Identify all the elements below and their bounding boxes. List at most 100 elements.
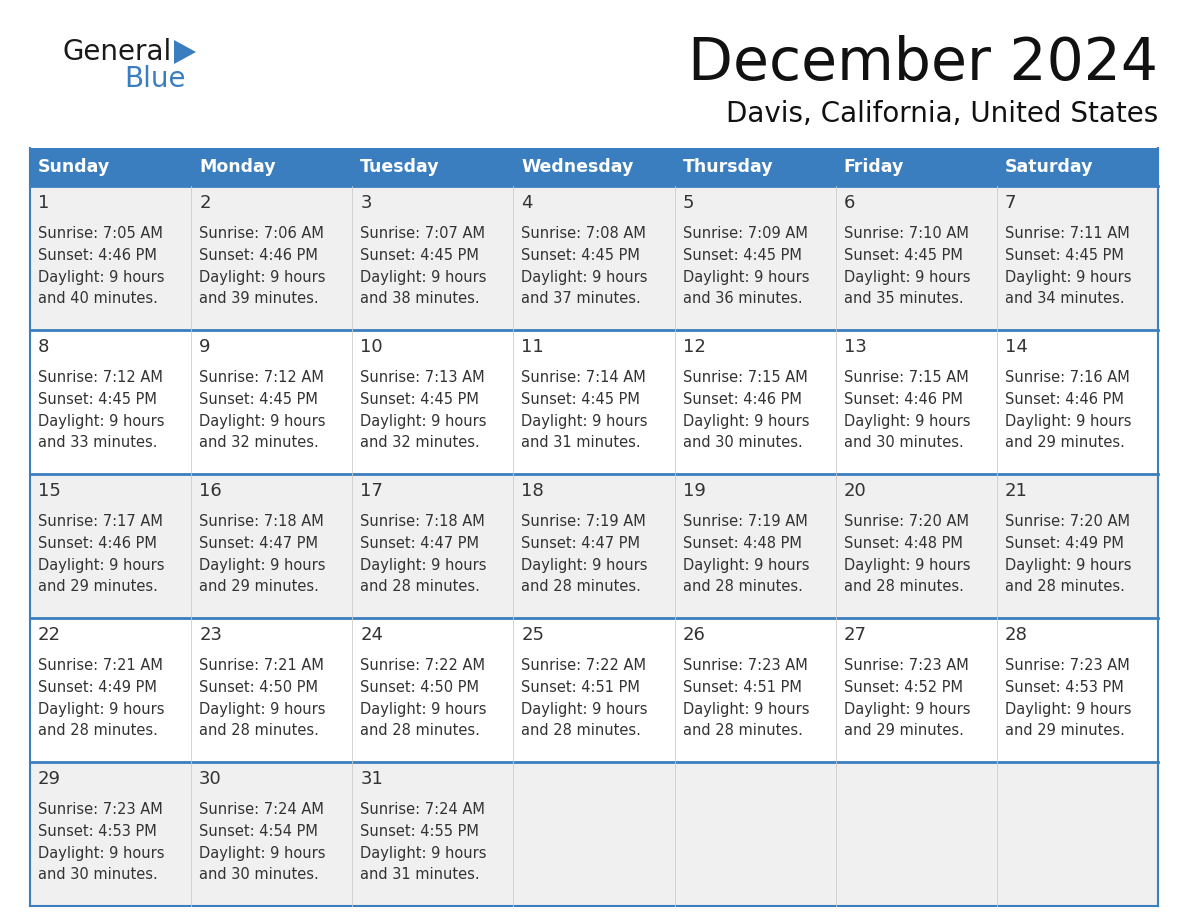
Text: Sunrise: 7:20 AM: Sunrise: 7:20 AM — [843, 514, 968, 530]
Text: Sunset: 4:46 PM: Sunset: 4:46 PM — [38, 248, 157, 263]
Text: Sunrise: 7:24 AM: Sunrise: 7:24 AM — [200, 802, 324, 817]
Bar — [30, 330, 1158, 474]
Text: Sunset: 4:45 PM: Sunset: 4:45 PM — [200, 392, 318, 407]
Text: Daylight: 9 hours: Daylight: 9 hours — [38, 845, 164, 860]
Text: General: General — [62, 38, 171, 66]
Text: Sunset: 4:45 PM: Sunset: 4:45 PM — [360, 392, 479, 407]
Bar — [30, 186, 1158, 330]
Bar — [30, 148, 191, 186]
Text: December 2024: December 2024 — [688, 35, 1158, 92]
Bar — [30, 762, 1158, 906]
Text: Daylight: 9 hours: Daylight: 9 hours — [200, 414, 326, 429]
Text: 31: 31 — [360, 770, 384, 788]
Text: and 29 minutes.: and 29 minutes. — [200, 579, 320, 594]
Text: Sunrise: 7:19 AM: Sunrise: 7:19 AM — [683, 514, 808, 530]
Text: Sunset: 4:47 PM: Sunset: 4:47 PM — [200, 536, 318, 551]
Text: Daylight: 9 hours: Daylight: 9 hours — [1005, 557, 1131, 573]
Text: Daylight: 9 hours: Daylight: 9 hours — [843, 270, 971, 285]
Text: and 30 minutes.: and 30 minutes. — [200, 868, 318, 882]
Text: and 30 minutes.: and 30 minutes. — [683, 435, 802, 450]
Text: Sunrise: 7:15 AM: Sunrise: 7:15 AM — [843, 370, 968, 386]
Text: Tuesday: Tuesday — [360, 158, 440, 176]
Text: 3: 3 — [360, 194, 372, 212]
Text: Daylight: 9 hours: Daylight: 9 hours — [200, 701, 326, 717]
Text: and 32 minutes.: and 32 minutes. — [360, 435, 480, 450]
Text: Sunrise: 7:18 AM: Sunrise: 7:18 AM — [360, 514, 485, 530]
Text: Sunrise: 7:23 AM: Sunrise: 7:23 AM — [1005, 658, 1130, 674]
Text: Sunset: 4:49 PM: Sunset: 4:49 PM — [38, 680, 157, 695]
Text: Friday: Friday — [843, 158, 904, 176]
Text: Sunset: 4:53 PM: Sunset: 4:53 PM — [38, 824, 157, 839]
Text: Sunset: 4:45 PM: Sunset: 4:45 PM — [38, 392, 157, 407]
Text: Sunrise: 7:22 AM: Sunrise: 7:22 AM — [522, 658, 646, 674]
Text: Sunset: 4:52 PM: Sunset: 4:52 PM — [843, 680, 962, 695]
Text: Sunset: 4:46 PM: Sunset: 4:46 PM — [843, 392, 962, 407]
Text: Sunrise: 7:14 AM: Sunrise: 7:14 AM — [522, 370, 646, 386]
Text: and 28 minutes.: and 28 minutes. — [683, 723, 802, 738]
Text: and 32 minutes.: and 32 minutes. — [200, 435, 318, 450]
Text: and 31 minutes.: and 31 minutes. — [360, 868, 480, 882]
Text: Sunrise: 7:23 AM: Sunrise: 7:23 AM — [683, 658, 808, 674]
Text: Sunset: 4:48 PM: Sunset: 4:48 PM — [843, 536, 962, 551]
Text: Daylight: 9 hours: Daylight: 9 hours — [360, 701, 487, 717]
Text: Blue: Blue — [124, 65, 185, 93]
Text: Wednesday: Wednesday — [522, 158, 634, 176]
Text: Daylight: 9 hours: Daylight: 9 hours — [38, 270, 164, 285]
Text: Daylight: 9 hours: Daylight: 9 hours — [360, 557, 487, 573]
Bar — [191, 148, 353, 186]
Text: and 33 minutes.: and 33 minutes. — [38, 435, 158, 450]
Text: Daylight: 9 hours: Daylight: 9 hours — [843, 701, 971, 717]
Text: and 29 minutes.: and 29 minutes. — [1005, 435, 1125, 450]
Text: Sunset: 4:55 PM: Sunset: 4:55 PM — [360, 824, 479, 839]
Text: 7: 7 — [1005, 194, 1017, 212]
Text: 11: 11 — [522, 338, 544, 356]
Text: Sunrise: 7:24 AM: Sunrise: 7:24 AM — [360, 802, 485, 817]
Text: 9: 9 — [200, 338, 210, 356]
Text: 5: 5 — [683, 194, 694, 212]
Text: Sunrise: 7:21 AM: Sunrise: 7:21 AM — [200, 658, 324, 674]
Text: and 40 minutes.: and 40 minutes. — [38, 291, 158, 307]
Text: Sunset: 4:45 PM: Sunset: 4:45 PM — [683, 248, 802, 263]
Text: Sunset: 4:53 PM: Sunset: 4:53 PM — [1005, 680, 1124, 695]
Text: 13: 13 — [843, 338, 866, 356]
Text: Daylight: 9 hours: Daylight: 9 hours — [683, 557, 809, 573]
Bar — [835, 148, 997, 186]
Polygon shape — [173, 40, 196, 64]
Text: 21: 21 — [1005, 482, 1028, 500]
Text: and 28 minutes.: and 28 minutes. — [200, 723, 320, 738]
Text: Davis, California, United States: Davis, California, United States — [726, 100, 1158, 128]
Text: and 31 minutes.: and 31 minutes. — [522, 435, 642, 450]
Text: and 39 minutes.: and 39 minutes. — [200, 291, 318, 307]
Text: Daylight: 9 hours: Daylight: 9 hours — [1005, 414, 1131, 429]
Text: Sunday: Sunday — [38, 158, 110, 176]
Text: Sunrise: 7:08 AM: Sunrise: 7:08 AM — [522, 227, 646, 241]
Text: Daylight: 9 hours: Daylight: 9 hours — [522, 414, 647, 429]
Text: and 36 minutes.: and 36 minutes. — [683, 291, 802, 307]
Text: Daylight: 9 hours: Daylight: 9 hours — [522, 270, 647, 285]
Text: Daylight: 9 hours: Daylight: 9 hours — [360, 414, 487, 429]
Text: Sunset: 4:47 PM: Sunset: 4:47 PM — [360, 536, 479, 551]
Bar — [30, 474, 1158, 618]
Text: and 30 minutes.: and 30 minutes. — [843, 435, 963, 450]
Text: Monday: Monday — [200, 158, 276, 176]
Text: 20: 20 — [843, 482, 866, 500]
Text: 6: 6 — [843, 194, 855, 212]
Text: Sunrise: 7:18 AM: Sunrise: 7:18 AM — [200, 514, 324, 530]
Text: and 28 minutes.: and 28 minutes. — [360, 723, 480, 738]
Text: Daylight: 9 hours: Daylight: 9 hours — [200, 270, 326, 285]
Text: Daylight: 9 hours: Daylight: 9 hours — [1005, 701, 1131, 717]
Text: and 28 minutes.: and 28 minutes. — [843, 579, 963, 594]
Text: Sunrise: 7:09 AM: Sunrise: 7:09 AM — [683, 227, 808, 241]
Text: 24: 24 — [360, 626, 384, 644]
Text: 4: 4 — [522, 194, 533, 212]
Text: Sunrise: 7:05 AM: Sunrise: 7:05 AM — [38, 227, 163, 241]
Text: Daylight: 9 hours: Daylight: 9 hours — [683, 414, 809, 429]
Text: 22: 22 — [38, 626, 61, 644]
Text: Sunrise: 7:13 AM: Sunrise: 7:13 AM — [360, 370, 485, 386]
Text: Daylight: 9 hours: Daylight: 9 hours — [200, 557, 326, 573]
Text: Sunset: 4:46 PM: Sunset: 4:46 PM — [38, 536, 157, 551]
Text: Sunrise: 7:23 AM: Sunrise: 7:23 AM — [38, 802, 163, 817]
Text: Sunrise: 7:11 AM: Sunrise: 7:11 AM — [1005, 227, 1130, 241]
Text: Sunset: 4:46 PM: Sunset: 4:46 PM — [683, 392, 802, 407]
Text: Sunset: 4:47 PM: Sunset: 4:47 PM — [522, 536, 640, 551]
